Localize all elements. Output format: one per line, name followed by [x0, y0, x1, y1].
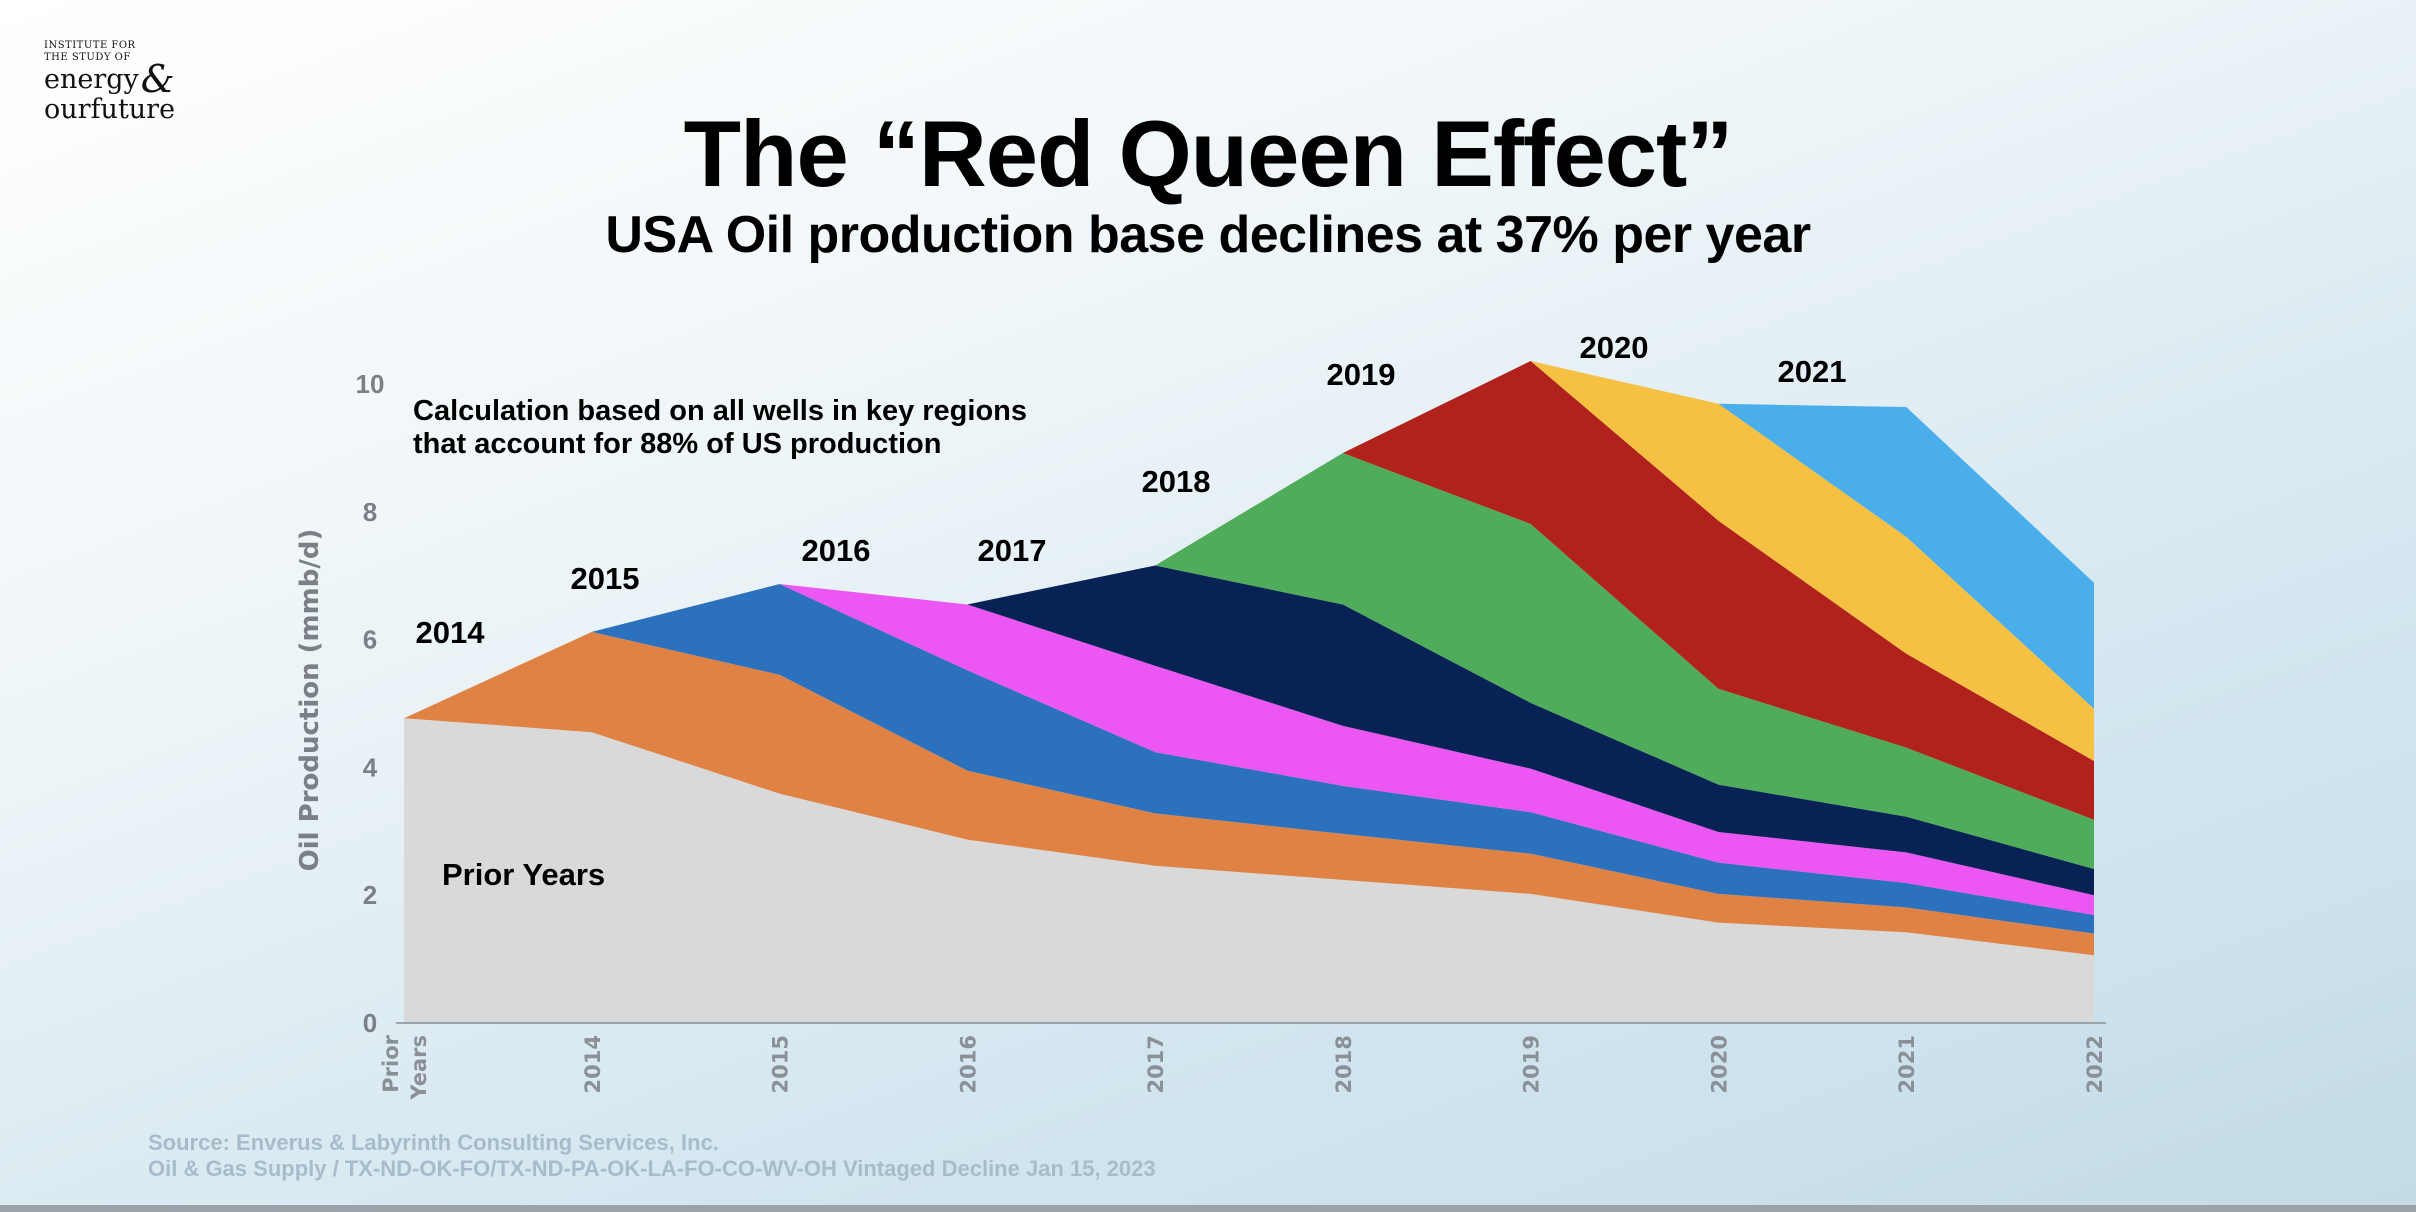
logo-line: energy& [44, 60, 175, 98]
y-tick-label: 2 [363, 880, 377, 910]
series-label: 2018 [1142, 464, 1211, 499]
page-title: The “Red Queen Effect” [683, 101, 1734, 206]
x-tick-label: 2015 [769, 1035, 793, 1093]
source-line-2: Oil & Gas Supply / TX-ND-OK-FO/TX-ND-PA-… [148, 1156, 1156, 1181]
area-layer-2014 [404, 631, 2094, 956]
x-tick-label: 2021 [1895, 1035, 1919, 1093]
annotation-text: that account for 88% of US production [413, 428, 941, 460]
x-tick-label: 2017 [1144, 1035, 1168, 1093]
y-tick-label: 6 [363, 625, 377, 655]
series-label: 2020 [1580, 330, 1649, 365]
area-layer-2018 [1155, 453, 2094, 870]
x-tick-label: 2020 [1707, 1035, 1731, 1093]
series-label: 2017 [978, 533, 1047, 568]
logo-word: our [44, 94, 91, 125]
y-axis-label: Oil Production (mmb/d) [295, 529, 325, 872]
x-tick-label: Prior [379, 1034, 403, 1092]
series-label: 2015 [571, 561, 640, 596]
area-layer-2015 [591, 584, 2094, 934]
logo-word: future [90, 94, 176, 125]
logo-line: INSTITUTE FOR [44, 40, 136, 51]
logo-line: THE STUDY OF [44, 52, 131, 63]
series-label: 2019 [1327, 357, 1396, 392]
y-tick-label: 8 [363, 497, 377, 527]
x-tick-label: Years [407, 1035, 431, 1101]
logo-word: energy [44, 64, 139, 95]
area-layer-2020 [1530, 360, 2094, 762]
y-tick-label: 4 [363, 752, 378, 782]
x-tick-label: 2019 [1520, 1035, 1544, 1093]
area-layer-prior-years [404, 718, 2094, 1023]
x-tick-label: 2014 [581, 1035, 605, 1093]
logo-line: ourfuture [44, 95, 175, 125]
series-label: 2016 [802, 533, 871, 568]
y-tick-label: 10 [356, 369, 385, 399]
x-tick-label: 2016 [956, 1035, 980, 1093]
page-subtitle: USA Oil production base declines at 37% … [605, 206, 1811, 264]
area-layer-2021 [1718, 403, 2094, 709]
bottom-border [0, 1205, 2416, 1212]
series-label: 2014 [416, 615, 486, 650]
x-tick-label: 2018 [1332, 1035, 1356, 1093]
area-layer-2019 [1342, 360, 2094, 820]
logo: INSTITUTE FOR THE STUDY OF energy& ourfu… [44, 40, 175, 125]
series-label: Prior Years [442, 857, 605, 892]
series-label: 2021 [1778, 354, 1847, 389]
y-tick-label: 0 [363, 1008, 377, 1038]
x-tick-label: 2022 [2083, 1035, 2107, 1093]
source-line-1: Source: Enverus & Labyrinth Consulting S… [148, 1130, 719, 1155]
area-layer-2016 [779, 584, 2094, 916]
logo-ampersand: & [140, 57, 175, 101]
area-layer-2017 [967, 565, 2095, 896]
annotation-text: Calculation based on all wells in key re… [413, 395, 1027, 427]
